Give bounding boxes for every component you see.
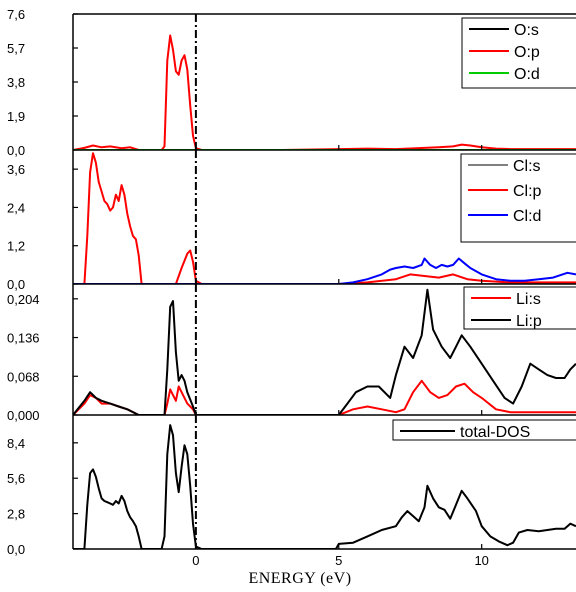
legend-box bbox=[460, 153, 576, 243]
y-tick-label: 7,6 bbox=[7, 7, 25, 22]
legend-label: Cl:s bbox=[513, 158, 541, 175]
panel-Li: 0,000 0,068 0,136 0,204 Li:s Li:p bbox=[7, 284, 576, 423]
y-tick-label: 0,0 bbox=[7, 542, 25, 557]
panel-total: 0,0 2,8 5,6 8,4 total-DOS bbox=[7, 415, 576, 557]
y-tick-label: 0,000 bbox=[7, 408, 40, 423]
y-tick-label: 2,8 bbox=[7, 507, 25, 522]
series-line-cl-d bbox=[73, 257, 576, 284]
y-tick-label: 8,4 bbox=[7, 436, 25, 451]
legend-label: O:d bbox=[514, 66, 540, 83]
y-tick-label: 0,068 bbox=[7, 369, 40, 384]
y-tick-label: 0,136 bbox=[7, 331, 40, 346]
y-tick-label: 0,0 bbox=[7, 143, 25, 158]
legend-box bbox=[463, 286, 576, 330]
series-line-cl-p bbox=[73, 152, 576, 284]
y-tick-label: 3,8 bbox=[7, 75, 25, 90]
x-tick-label: 10 bbox=[474, 553, 488, 568]
x-tick-label: 5 bbox=[335, 553, 342, 568]
y-tick-label: 2,4 bbox=[7, 200, 25, 215]
y-tick-label: 1,2 bbox=[7, 239, 25, 254]
legend-label: Cl:p bbox=[513, 183, 542, 200]
series-line-li-p bbox=[73, 288, 576, 415]
legend-label: Cl:d bbox=[513, 208, 541, 225]
y-tick-label: 1,9 bbox=[7, 109, 25, 124]
y-tick-label: 5,6 bbox=[7, 471, 25, 486]
y-tick-label: 5,7 bbox=[7, 41, 25, 56]
x-tick-label: 0 bbox=[192, 553, 199, 568]
legend-label: total-DOS bbox=[460, 424, 530, 441]
legend-label: Li:p bbox=[516, 313, 542, 330]
y-tick-label: 0,204 bbox=[7, 292, 40, 307]
panel-Cl: 0,0 1,2 2,4 3,6 Cl:s Cl:p Cl:d bbox=[7, 150, 576, 292]
legend-label: O:p bbox=[514, 44, 540, 61]
panel-O: 0,0 1,9 3,8 5,7 7,6 O:s O:p O:d bbox=[7, 7, 576, 158]
legend-box bbox=[392, 419, 576, 441]
x-axis-label: ENERGY (eV) bbox=[248, 570, 351, 587]
series-line-o-p bbox=[73, 34, 576, 150]
panels: 0,0 1,9 3,8 5,7 7,6 O:s O:p O:d 0,0 1,2 2,4 3,6 Cl:s… bbox=[7, 7, 576, 568]
legend-label: Li:s bbox=[516, 291, 541, 308]
legend-label: O:s bbox=[514, 22, 539, 39]
y-tick-label: 0,0 bbox=[7, 277, 25, 292]
y-tick-label: 3,6 bbox=[7, 162, 25, 177]
